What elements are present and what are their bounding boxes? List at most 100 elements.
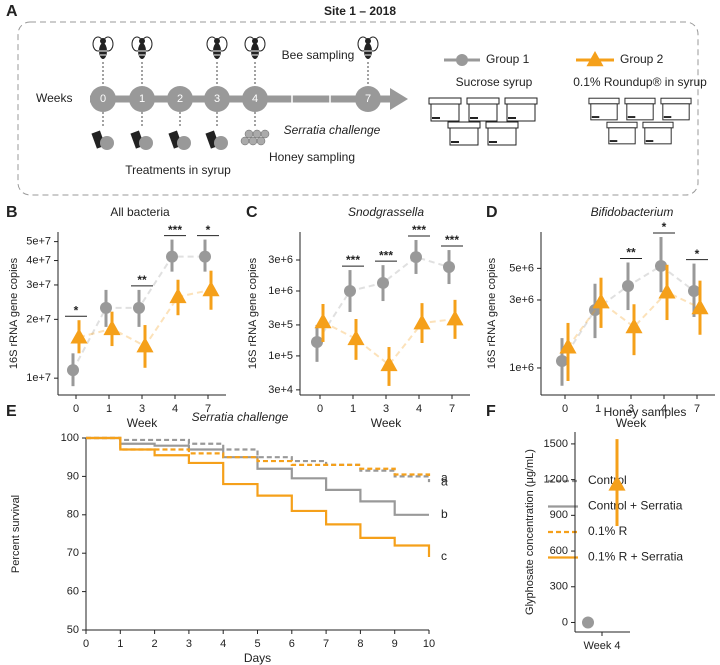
group1-treatment: Sucrose syrup	[456, 75, 533, 89]
significance-label: ***	[168, 223, 182, 237]
y-tick-label: 3e+4	[268, 384, 293, 396]
y-tick-label: 3e+5	[268, 319, 293, 331]
marker	[608, 475, 626, 491]
challenge-label: Serratia challenge	[284, 123, 381, 137]
y-axis-label: 16S rRNA gene copies	[247, 257, 259, 369]
y-tick-label: 900	[550, 509, 568, 521]
marker	[67, 364, 79, 377]
week-number: 1	[139, 93, 145, 105]
week-number: 3	[214, 93, 220, 105]
honey-sampling-label: Honey sampling	[269, 150, 355, 164]
y-tick-label: 1200	[544, 474, 568, 486]
hive-icon	[447, 121, 481, 146]
sampling-lines	[102, 62, 369, 128]
significance-label: **	[137, 273, 147, 287]
marker	[443, 261, 455, 274]
panel-title: Snodgrassella	[348, 205, 424, 219]
panel-label: B	[6, 204, 18, 221]
x-tick-label: 7	[205, 403, 211, 415]
marker	[559, 338, 577, 354]
x-tick-label: 5	[254, 638, 260, 650]
treatment-icon	[130, 130, 153, 150]
y-tick-label: 2e+7	[26, 313, 51, 325]
marker	[344, 284, 356, 297]
y-tick-label: 3e+6	[509, 294, 534, 306]
end-label: a	[441, 470, 448, 484]
treatment-icon	[91, 130, 114, 150]
treatment-icon	[168, 130, 191, 150]
y-tick-label: 3e+6	[268, 254, 293, 266]
x-tick-label: 3	[383, 403, 389, 415]
y-axis-label: Glyphosate concentration (μg/mL)	[524, 449, 536, 615]
y-tick-label: 600	[550, 545, 568, 557]
marker	[347, 329, 365, 346]
x-tick-label: 10	[423, 638, 435, 650]
x-tick-label: 1	[106, 403, 112, 415]
hive-icon	[588, 97, 620, 121]
legend-label: 0.1% R	[588, 524, 628, 538]
hive-icon	[624, 97, 656, 121]
y-tick-label: 1e+6	[509, 362, 534, 374]
x-axis-label: Week	[371, 416, 402, 430]
legend-label: 0.1% R + Serratia	[588, 550, 683, 564]
marker	[103, 319, 121, 336]
significance-label: ***	[346, 253, 360, 267]
significance-label: *	[662, 220, 667, 234]
hive-icon	[642, 121, 674, 145]
group2-treatment: 0.1% Roundup® in syrup	[573, 75, 707, 89]
x-tick-label: 2	[152, 638, 158, 650]
treatments-label: Treatments in syrup	[125, 163, 231, 177]
treatment-icon	[205, 130, 228, 150]
week-number: 7	[365, 93, 371, 105]
x-tick-label: 3	[628, 403, 634, 415]
bee-icon	[206, 36, 228, 60]
marker	[446, 310, 464, 326]
hive-icon	[485, 121, 519, 146]
panel-label: A	[6, 3, 18, 20]
diagram-title: Site 1 – 2018	[324, 4, 396, 18]
x-tick-label: 1	[117, 638, 123, 650]
x-tick-label: 7	[323, 638, 329, 650]
x-tick-label: 0	[562, 403, 568, 415]
panel-title: Serratia challenge	[192, 410, 289, 424]
bee-sampling-label: Bee sampling	[282, 48, 355, 62]
y-tick-label: 1e+5	[268, 350, 293, 362]
marker	[413, 314, 431, 330]
legend-marker	[586, 51, 604, 67]
survival-curve	[86, 436, 431, 483]
marker	[380, 355, 398, 372]
y-tick-label: 80	[67, 509, 79, 521]
end-label: c	[441, 549, 447, 563]
y-tick-label: 1e+7	[26, 372, 51, 384]
y-tick-label: 60	[67, 586, 79, 598]
marker	[166, 250, 178, 263]
x-tick-label: 6	[289, 638, 295, 650]
x-tick-label: 1	[350, 403, 356, 415]
y-tick-label: 4e+7	[26, 254, 51, 266]
marker	[100, 301, 112, 314]
marker	[136, 337, 154, 353]
site-frame	[17, 21, 699, 196]
significance-label: *	[206, 223, 211, 237]
x-tick-label: 4	[416, 403, 422, 415]
x-tick-label: 7	[694, 403, 700, 415]
panel-a: Site 1 – 2018 0 1 2 3 4 7	[17, 4, 707, 196]
y-tick-label: 5e+7	[26, 236, 51, 248]
legend-label: Group 2	[620, 52, 664, 66]
end-label: a	[441, 474, 448, 488]
panel-label: E	[6, 403, 17, 420]
connector-line	[322, 318, 456, 367]
hive-icon	[504, 97, 538, 122]
marker	[199, 250, 211, 263]
x-axis-label: Week	[127, 416, 158, 430]
week-number: 0	[100, 93, 106, 105]
x-axis-label: Week	[616, 416, 647, 430]
marker	[655, 259, 667, 272]
timeline-arrow	[390, 88, 408, 110]
significance-label: ***	[445, 233, 459, 247]
y-tick-label: 5e+6	[509, 262, 534, 274]
y-tick-label: 1e+6	[268, 285, 293, 297]
marker	[133, 301, 145, 314]
